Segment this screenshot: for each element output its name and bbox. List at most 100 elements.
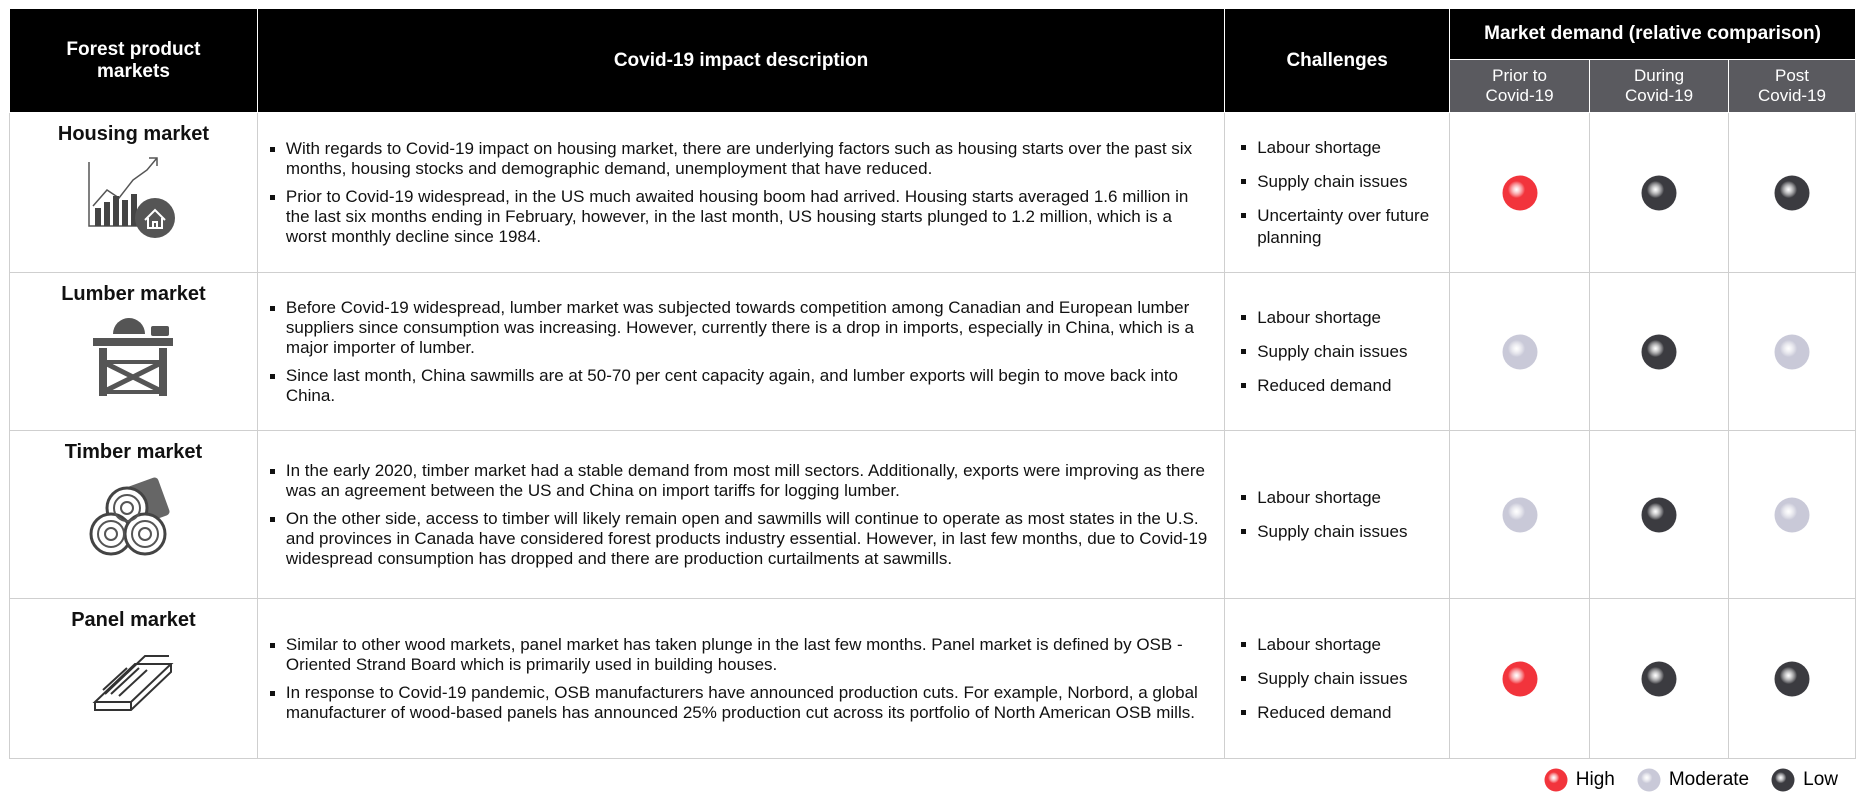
description-bullet: Prior to Covid-19 widespread, in the US … [286,187,1210,247]
rating-dot [1642,175,1677,210]
header-markets: Forest product markets [10,9,258,113]
challenges-cell: Labour shortage Supply chain issues Reduce… [1225,273,1450,431]
icon-shape [93,338,173,346]
icon-shape [95,194,137,226]
market-name: Housing market [10,123,257,146]
icon-shape [95,656,171,710]
rating-dot [1544,769,1567,792]
rating-dot-svg [1641,334,1677,370]
page: Forest product markets Covid-19 impact d… [0,0,1856,793]
table-wrap: Forest product markets Covid-19 impact d… [9,8,1856,759]
rating-dot-svg [1774,334,1810,370]
rating-dot-svg [1502,334,1538,370]
rating-dot-svg [1641,497,1677,533]
period: During Covid-19 [1590,60,1729,113]
icon-shape [135,198,175,238]
icon-shape [85,474,181,558]
market-icon [10,474,257,564]
demand-cell [1729,431,1856,599]
rating-dot [1775,497,1810,532]
challenge-bullet: Reduced demand [1257,375,1449,397]
icon-shape [151,326,169,336]
rating-dot [1775,175,1810,210]
rating-dot-svg [1774,497,1810,533]
challenge-bullet: Reduced demand [1257,702,1449,724]
challenge-bullet: Supply chain issues [1257,668,1449,690]
challenge-bullet: Labour shortage [1257,634,1449,656]
icon-shape [93,158,157,206]
rating-dot-svg [1641,661,1677,697]
description-bullet: In response to Covid-19 pandemic, OSB ma… [286,683,1210,723]
legend-item: Low [1771,768,1838,792]
icon-shape [113,196,119,226]
icon-shape [85,156,181,240]
rating-dot-svg [1637,768,1661,792]
market-table: Forest product markets Covid-19 impact d… [9,8,1856,759]
description-cell: Similar to other wood markets, panel mar… [257,599,1224,759]
rating-dot [1502,497,1537,532]
market-cell: Lumber market [10,273,258,431]
icon-shape [107,364,159,390]
market-name: Panel market [10,609,257,632]
rating-dot-svg [1641,175,1677,211]
legend-label: Low [1803,769,1838,791]
market-icon [10,642,257,732]
description-bullet: Before Covid-19 widespread, lumber marke… [286,298,1210,358]
rating-dot-svg [1774,661,1810,697]
market-icon [10,156,257,246]
legend-label: Moderate [1669,769,1749,791]
challenge-bullet: Supply chain issues [1257,341,1449,363]
legend: High Moderate Low [1544,768,1838,792]
period: Prior to Covid-19 [1450,60,1590,113]
market-icon [10,316,257,406]
demand-cell [1450,113,1590,273]
rating-dot [1772,769,1795,792]
legend-item: High [1544,768,1615,792]
challenge-bullet: Labour shortage [1257,307,1449,329]
rating-dot [1637,769,1660,792]
rating-dot [1642,661,1677,696]
rating-dot-svg [1774,175,1810,211]
rating-dot-svg [1502,497,1538,533]
rating-dot-svg [1502,661,1538,697]
demand-cell [1590,431,1729,599]
icon-shape [113,318,145,334]
icon-shape [95,208,101,226]
demand-cell [1450,273,1590,431]
rating-dot [1502,334,1537,369]
row: Timber market In the early 2020, timber m… [10,431,1856,599]
icon-shape [159,348,167,396]
period: Post Covid-19 [1729,60,1856,113]
header-demand: Market demand (relative comparison) [1450,9,1856,60]
market-name: Lumber market [10,283,257,306]
demand-cell [1729,599,1856,759]
description-bullet: In the early 2020, timber market had a s… [286,461,1210,501]
rating-dot [1775,334,1810,369]
description-bullet: Similar to other wood markets, panel mar… [286,635,1210,675]
icon-shape [85,316,181,400]
icon-shape [93,318,173,396]
header-description: Covid-19 impact description [257,9,1224,113]
icon-shape [104,202,110,226]
market-cell: Timber market [10,431,258,599]
challenges-cell: Labour shortage Supply chain issues Reduce… [1225,599,1450,759]
header-challenges: Challenges [1225,9,1450,113]
description-cell: With regards to Covid-19 impact on housi… [257,113,1224,273]
market-cell: Panel market [10,599,258,759]
icon-shape [85,642,181,726]
legend-item: Moderate [1637,768,1749,792]
description-bullet: On the other side, access to timber will… [286,509,1210,569]
challenge-bullet: Supply chain issues [1257,521,1449,543]
rating-dot [1502,175,1537,210]
rating-dot [1502,661,1537,696]
rating-dot-svg [1502,175,1538,211]
description-cell: In the early 2020, timber market had a s… [257,431,1224,599]
demand-cell [1729,273,1856,431]
description-bullet: Since last month, China sawmills are at … [286,366,1210,406]
rating-dot [1642,334,1677,369]
row: Lumber market Before Covid-19 widespread,… [10,273,1856,431]
demand-cell [1450,431,1590,599]
legend-label: High [1576,769,1615,791]
